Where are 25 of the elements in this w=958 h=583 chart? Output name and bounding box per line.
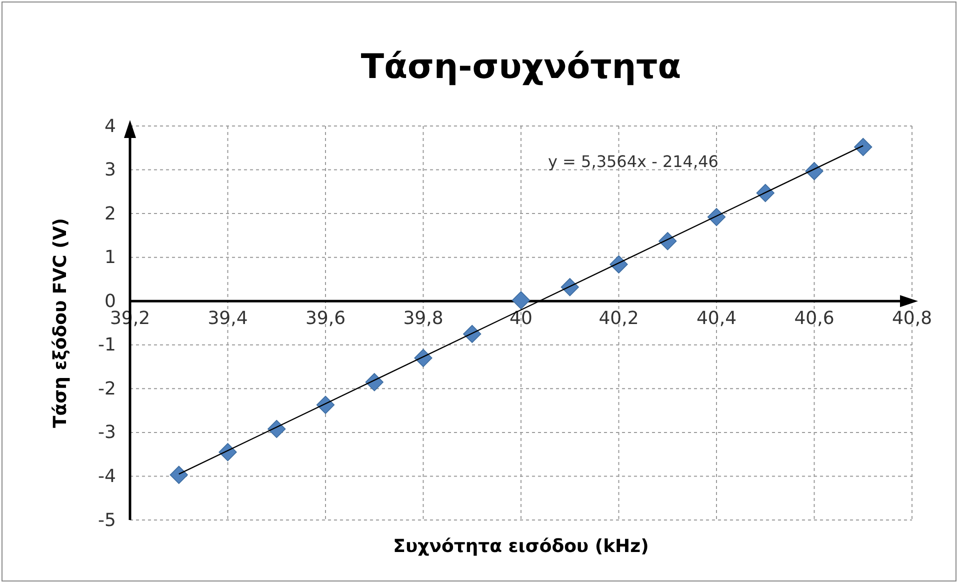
point	[512, 291, 530, 310]
x-tick-label: 39,4	[208, 308, 248, 329]
x-axis-title: Συχνότητα εισόδου (kHz)	[393, 536, 649, 557]
x-tick-label: 40,2	[598, 308, 639, 329]
annotation: y = 5,3564x - 214,46	[548, 152, 718, 171]
y-tick-label: 4	[104, 116, 116, 137]
y-tick-label: -4	[98, 466, 116, 487]
point	[170, 466, 188, 484]
y-tick-label: -2	[98, 378, 116, 400]
x-tick-label: 40,4	[696, 308, 737, 329]
y-tick-label: 3	[104, 160, 116, 181]
y-tick-label: 1	[104, 247, 116, 268]
x-tick-label: 39,8	[403, 308, 444, 329]
x-tick-label: 40	[510, 308, 532, 329]
y-axis-title: Τάση εξόδου FVC (V)	[50, 218, 71, 428]
x-tick-label: 40,6	[794, 308, 834, 329]
point	[854, 138, 872, 156]
y-tick-label: -1	[98, 334, 116, 356]
y-tick-label: 0	[104, 290, 116, 312]
y-tick-label: -3	[98, 422, 116, 444]
x-tick-label: 40,8	[892, 308, 932, 329]
chart-title: Τάση-συχνότητα	[360, 47, 682, 87]
y-tick-label: 2	[104, 203, 116, 224]
x-tick-label: 39,6	[305, 308, 346, 329]
y-tick-label: -5	[98, 510, 116, 531]
